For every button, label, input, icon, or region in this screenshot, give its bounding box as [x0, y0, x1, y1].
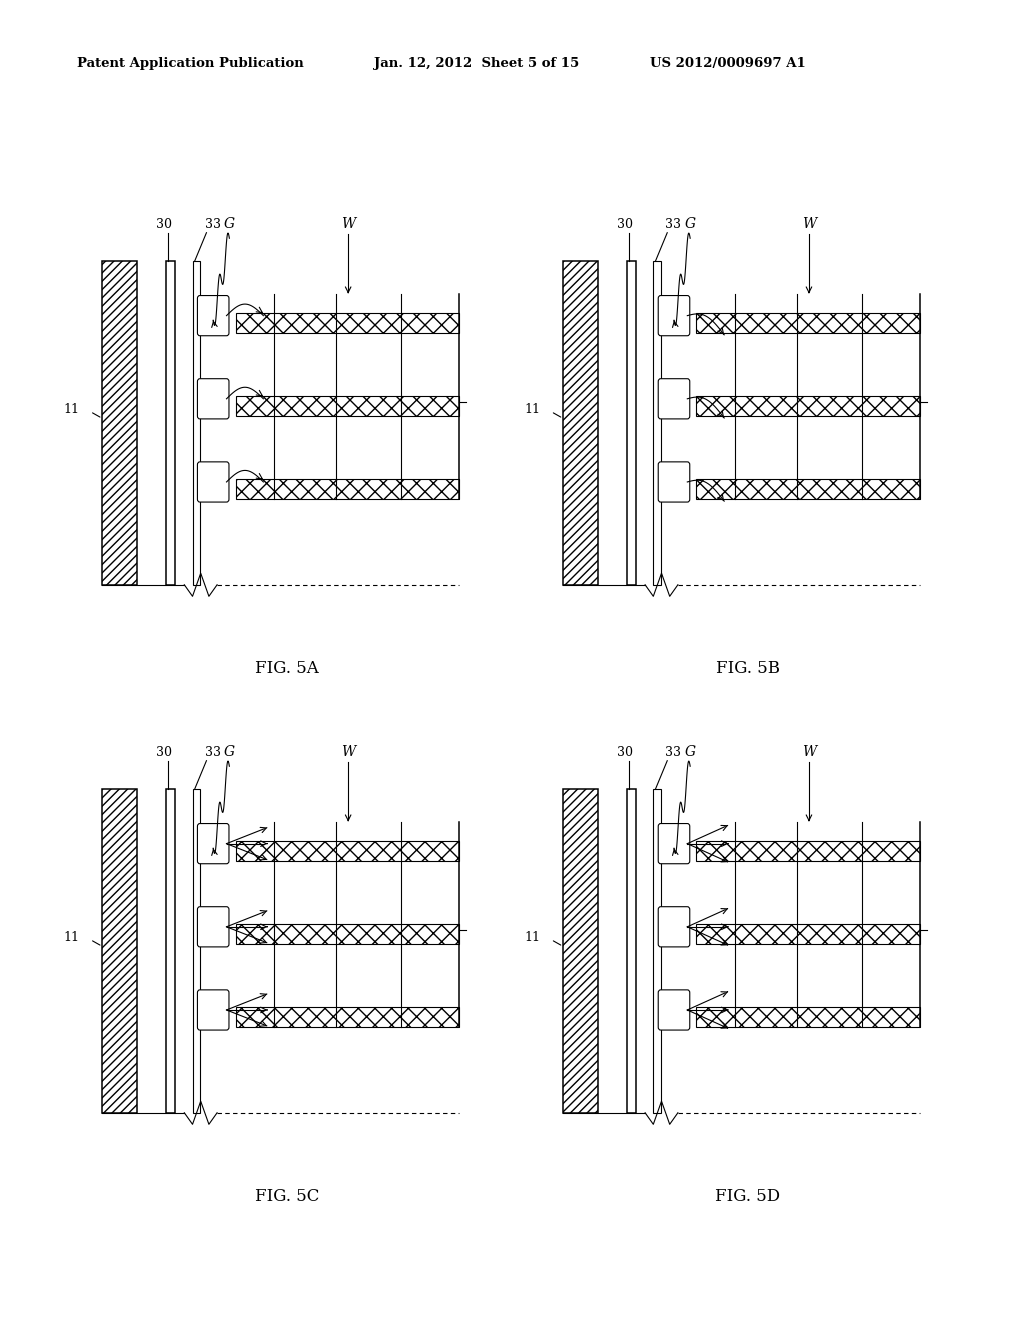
Bar [563, 789, 598, 1113]
FancyBboxPatch shape [198, 379, 229, 418]
Text: US 2012/0009697 A1: US 2012/0009697 A1 [650, 57, 806, 70]
Text: G: G [224, 218, 234, 231]
FancyBboxPatch shape [198, 462, 229, 502]
Text: G: G [224, 746, 234, 759]
Bar [102, 261, 137, 585]
Bar [236, 396, 459, 416]
Text: FIG. 5C: FIG. 5C [255, 1188, 318, 1205]
Bar [102, 789, 137, 1113]
Text: 11: 11 [524, 931, 541, 944]
Text: 33: 33 [666, 218, 681, 231]
FancyBboxPatch shape [658, 296, 690, 335]
Bar [627, 789, 636, 1113]
FancyBboxPatch shape [198, 990, 229, 1030]
Text: 11: 11 [524, 403, 541, 416]
Bar [653, 261, 660, 585]
Text: 11: 11 [63, 403, 80, 416]
FancyBboxPatch shape [198, 296, 229, 335]
Text: W: W [341, 218, 355, 231]
Bar [166, 789, 175, 1113]
Bar [193, 789, 200, 1113]
Text: 33: 33 [205, 746, 220, 759]
Bar [193, 261, 200, 585]
FancyBboxPatch shape [198, 907, 229, 946]
Bar [696, 841, 920, 861]
Text: 30: 30 [617, 746, 633, 759]
FancyBboxPatch shape [658, 990, 690, 1030]
Bar [696, 313, 920, 333]
FancyBboxPatch shape [658, 379, 690, 418]
FancyBboxPatch shape [658, 907, 690, 946]
Bar [236, 313, 459, 333]
FancyBboxPatch shape [658, 462, 690, 502]
Text: G: G [685, 218, 695, 231]
Text: W: W [802, 746, 816, 759]
Text: 30: 30 [157, 218, 172, 231]
Text: W: W [802, 218, 816, 231]
Bar [653, 789, 660, 1113]
Text: FIG. 5B: FIG. 5B [716, 660, 779, 677]
Bar [236, 479, 459, 499]
Bar [696, 479, 920, 499]
Bar [696, 1007, 920, 1027]
Bar [166, 261, 175, 585]
Bar [236, 841, 459, 861]
Bar [696, 396, 920, 416]
Text: Patent Application Publication: Patent Application Publication [77, 57, 303, 70]
Bar [236, 1007, 459, 1027]
Text: 33: 33 [666, 746, 681, 759]
Text: 33: 33 [205, 218, 220, 231]
Bar [236, 924, 459, 944]
Text: W: W [341, 746, 355, 759]
FancyBboxPatch shape [658, 824, 690, 863]
Bar [627, 261, 636, 585]
Text: 30: 30 [157, 746, 172, 759]
Bar [563, 261, 598, 585]
Text: 30: 30 [617, 218, 633, 231]
Text: Jan. 12, 2012  Sheet 5 of 15: Jan. 12, 2012 Sheet 5 of 15 [374, 57, 579, 70]
Text: 11: 11 [63, 931, 80, 944]
Text: G: G [685, 746, 695, 759]
Bar [696, 924, 920, 944]
FancyBboxPatch shape [198, 824, 229, 863]
Text: FIG. 5A: FIG. 5A [255, 660, 318, 677]
Text: FIG. 5D: FIG. 5D [715, 1188, 780, 1205]
